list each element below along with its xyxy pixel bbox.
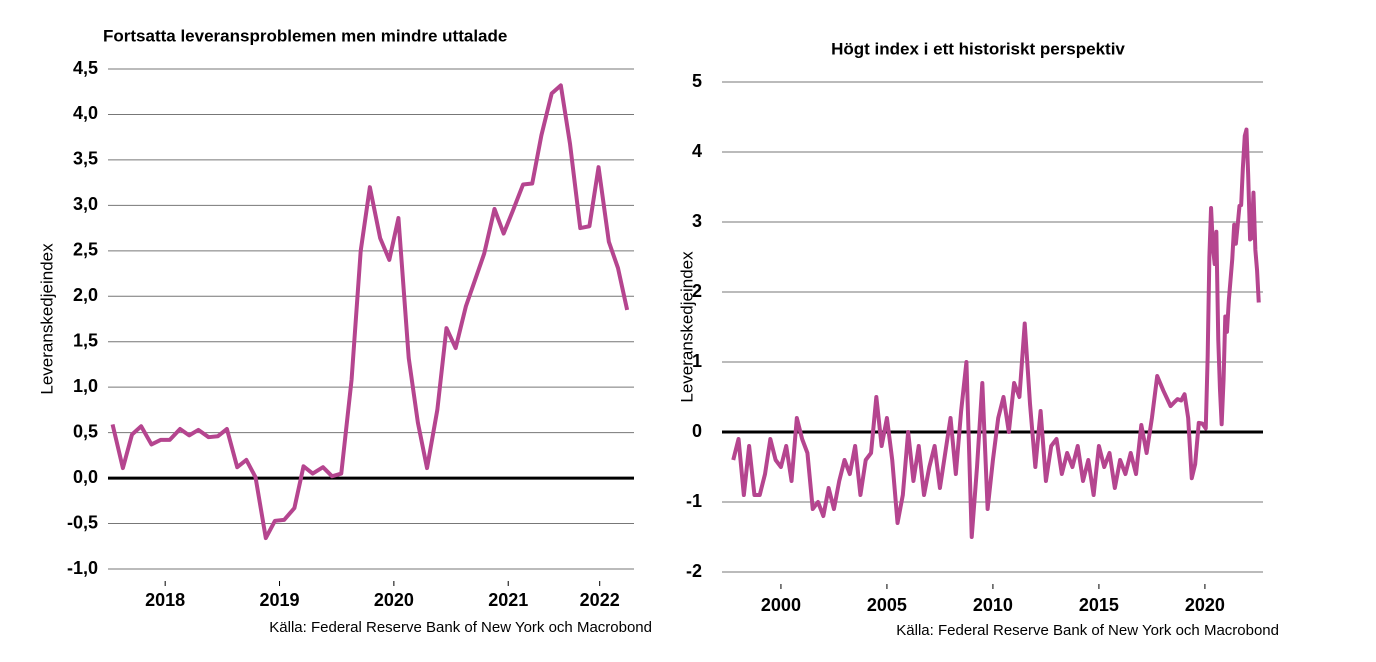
y-tick-label: 1,0 — [73, 376, 98, 396]
x-tick-label: 2015 — [1079, 595, 1119, 615]
y-axis-label: Leveranskedjeindex — [677, 251, 696, 403]
x-tick-label: 2022 — [580, 590, 620, 610]
x-tick-label: 2018 — [145, 590, 185, 610]
y-tick-label: 1 — [692, 351, 702, 371]
y-tick-label: 0,5 — [73, 421, 98, 441]
y-tick-label: 4 — [692, 141, 702, 161]
y-tick-label: 3,5 — [73, 149, 98, 169]
y-tick-label: 5 — [692, 71, 702, 91]
x-tick-label: 2021 — [488, 590, 528, 610]
y-tick-label: -0,5 — [67, 512, 98, 532]
y-tick-label: 4,0 — [73, 103, 98, 123]
y-tick-label: 2 — [692, 281, 702, 301]
y-axis-label: Leveranskedjeindex — [37, 243, 56, 395]
y-tick-label: 3,0 — [73, 194, 98, 214]
y-tick-label: 3 — [692, 211, 702, 231]
x-tick-label: 2019 — [259, 590, 299, 610]
x-tick-label: 2000 — [761, 595, 801, 615]
chart-title: Fortsatta leveransproblemen men mindre u… — [103, 26, 507, 45]
y-tick-label: -1 — [686, 491, 702, 511]
data-line — [731, 127, 1261, 539]
y-tick-label: 0 — [692, 421, 702, 441]
data-line — [110, 83, 630, 541]
y-tick-label: -1,0 — [67, 558, 98, 578]
y-tick-label: 0,0 — [73, 467, 98, 487]
x-tick-label: 2020 — [1185, 595, 1225, 615]
y-tick-label: 2,5 — [73, 240, 98, 260]
chart-title: Högt index i ett historiskt perspektiv — [831, 39, 1125, 58]
y-tick-label: 1,5 — [73, 330, 98, 350]
y-tick-label: 2,0 — [73, 285, 98, 305]
x-tick-label: 2010 — [973, 595, 1013, 615]
x-tick-label: 2020 — [374, 590, 414, 610]
x-tick-label: 2005 — [867, 595, 907, 615]
y-tick-label: -2 — [686, 561, 702, 581]
y-tick-label: 4,5 — [73, 58, 98, 78]
source-note: Källa: Federal Reserve Bank of New York … — [896, 622, 1279, 639]
source-note: Källa: Federal Reserve Bank of New York … — [269, 619, 652, 636]
